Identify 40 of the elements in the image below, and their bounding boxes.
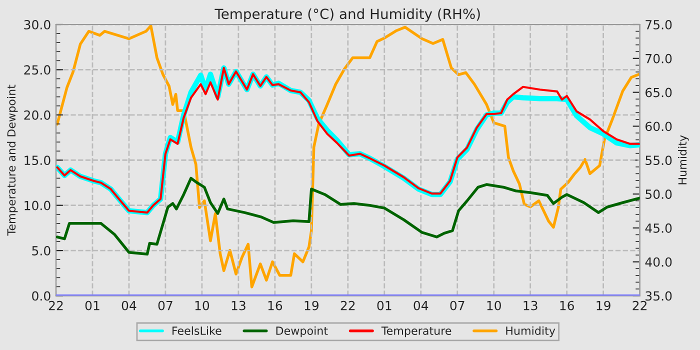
y-tick-label: 15.0 <box>24 156 50 166</box>
legend-label: FeelsLike <box>172 326 222 335</box>
y2-axis-title: Humidity <box>678 135 689 184</box>
y2-tick-label: 65.0 <box>646 88 672 98</box>
legend-label: Dewpoint <box>276 326 328 338</box>
y-tick-label: 0.0 <box>32 291 50 301</box>
x-tick-label: 13 <box>524 300 538 310</box>
x-tick-label: 13 <box>232 300 246 310</box>
y2-tick-label: 75.0 <box>646 20 672 30</box>
y-axis-title: Temperature and Dewpoint <box>7 84 18 236</box>
y-tick-label: 10.0 <box>24 200 50 210</box>
y2-tick-label: 55.0 <box>646 156 672 166</box>
x-tick-label: 01 <box>377 300 392 310</box>
y2-tick-label: 35.0 <box>646 291 672 301</box>
y-tick-label: 5.0 <box>32 246 50 256</box>
y2-tick-label: 60.0 <box>646 122 672 132</box>
y2-tick-label: 45.0 <box>645 223 672 233</box>
x-tick-label: 22 <box>632 300 646 310</box>
x-tick-label: 07 <box>450 300 464 310</box>
x-tick-label: 16 <box>560 300 574 310</box>
y-tick-label: 25.0 <box>24 65 50 75</box>
x-tick-label: 04 <box>122 300 136 310</box>
x-tick-label: 22 <box>340 300 355 310</box>
y2-tick-label: 40.0 <box>645 257 672 267</box>
legend-label: Temperature <box>381 326 452 338</box>
legend-label: Humidity <box>506 326 556 338</box>
x-tick-label: 19 <box>596 300 610 310</box>
x-tick-label: 01 <box>85 300 100 310</box>
y-tick-label: 30.0 <box>24 20 50 30</box>
y-tick-label: 20.0 <box>24 110 50 120</box>
y2-tick-label: 50.0 <box>646 190 672 199</box>
x-tick-label: 16 <box>268 300 282 310</box>
chart-title: Temperature (°C) and Humidity (RH%) <box>214 8 480 22</box>
x-tick-label: 04 <box>414 300 428 310</box>
x-tick-label: 19 <box>304 300 318 310</box>
x-tick-label: 07 <box>158 300 172 310</box>
x-tick-label: 22 <box>48 300 63 310</box>
x-tick-label: 10 <box>195 300 210 310</box>
y2-tick-label: 70.0 <box>646 54 672 64</box>
x-tick-label: 10 <box>487 300 501 310</box>
